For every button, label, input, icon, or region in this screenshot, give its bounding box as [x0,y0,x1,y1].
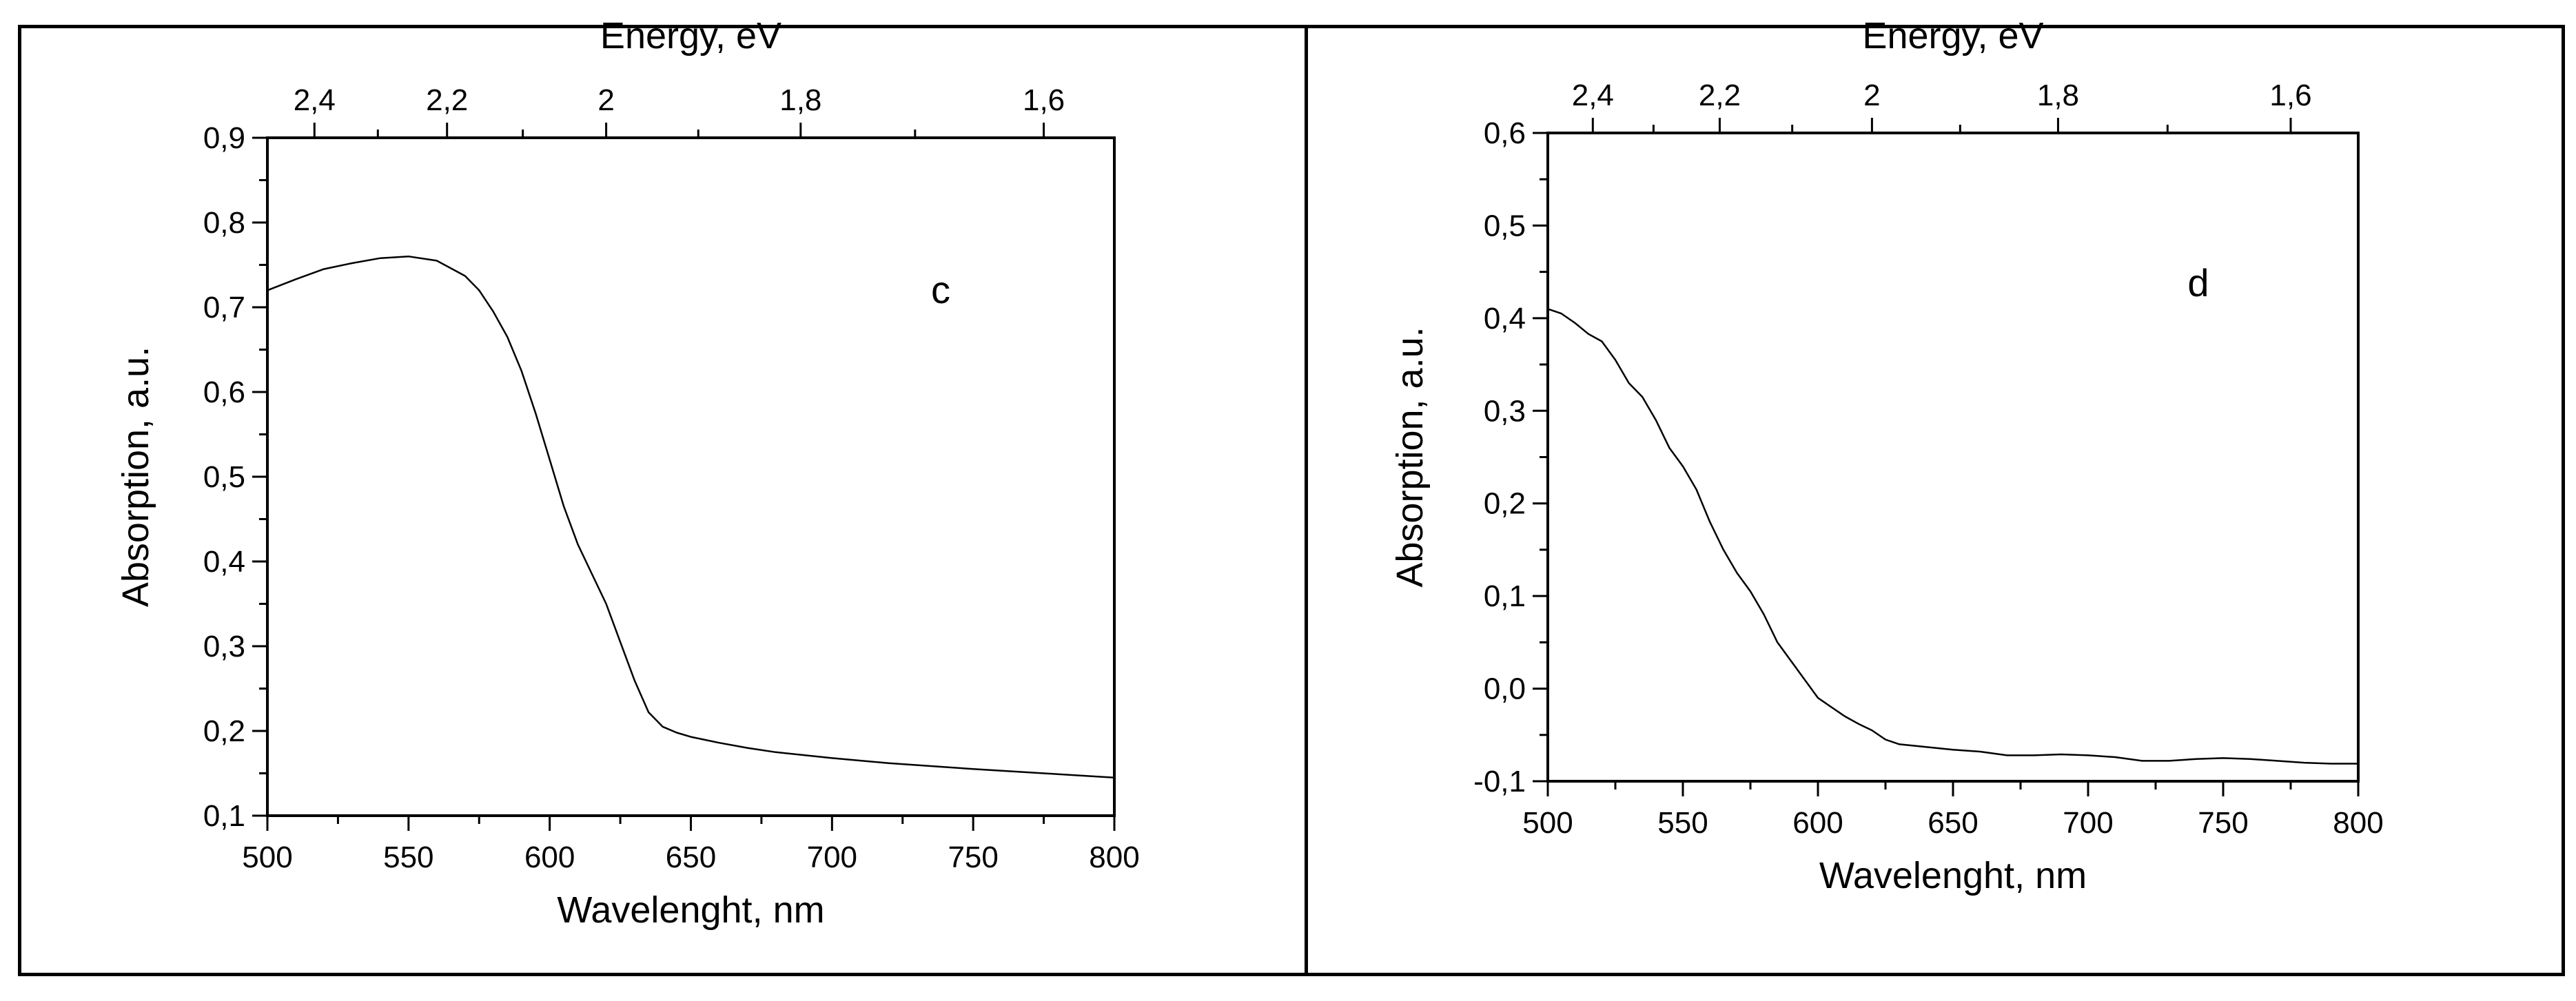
x-axis-title: Wavelenght, nm [1819,855,2087,896]
figure-frame [18,25,2565,976]
panel-divider [1305,25,1308,976]
y-tick-label: 0,1 [203,799,245,833]
series-line [267,255,1115,778]
y-tick-label: 0,7 [203,291,245,324]
top-axis-title: Energy, eV [600,15,781,56]
x-tick-label: 650 [666,840,716,874]
x-tick-label: 700 [807,840,857,874]
plot-area [1546,132,2360,783]
x-tick-label: 500 [1522,806,1573,840]
series-line [1547,308,2358,765]
y-axis-title: Absorption, a.u. [115,347,156,607]
x-tick-label: 700 [2063,806,2113,840]
x-tick-label: 500 [242,840,292,874]
y-tick-label: 0,6 [203,375,245,409]
y-tick-label: 0,4 [1484,302,1526,336]
y-tick-label: 0,1 [1484,579,1526,613]
plot-area [266,136,1116,817]
y-tick-label: 0,3 [1484,394,1526,428]
x-tick-label: 600 [524,840,575,874]
panel-label: d [2187,261,2209,305]
top-tick-label: 2 [597,83,614,117]
x-tick-label: 550 [1657,806,1708,840]
x-tick-label: 800 [2333,806,2383,840]
y-tick-label: 0,0 [1484,672,1526,706]
x-tick-label: 750 [948,840,998,874]
top-tick-label: 2,4 [294,83,336,117]
top-tick-label: 1,8 [2037,79,2079,112]
y-tick-label: 0,2 [203,714,245,748]
top-tick-label: 1,8 [779,83,821,117]
y-tick-label: 0,5 [1484,209,1526,242]
y-tick-label: 0,9 [203,121,245,155]
y-tick-label: 0,4 [203,545,245,579]
chart-panel-c: 500 550 600 650 700 750 800 0,1 0,2 0,3 0,4 0,5 0,6 0… [115,15,1140,931]
top-tick-label: 2,2 [426,83,468,117]
y-tick-label: 0,2 [1484,487,1526,521]
x-tick-label: 800 [1089,840,1139,874]
y-tick-label: 0,8 [203,206,245,240]
chart-panel-d: 500 550 600 650 700 750 800 -0,1 0,0 0,1 0,2 0,3 0,4… [1389,15,2384,896]
x-tick-label: 650 [1928,806,1978,840]
x-tick-label: 600 [1792,806,1843,840]
y-tick-label: 0,5 [203,460,245,494]
x-tick-label: 750 [2198,806,2248,840]
top-tick-label: 2,2 [1699,79,1741,112]
y-axis-title: Absorption, a.u. [1389,327,1431,587]
y-tick-label: -0,1 [1473,765,1526,798]
panel-label: c [931,268,950,311]
x-axis-title: Wavelenght, nm [557,889,824,931]
top-tick-label: 2,4 [1572,79,1614,112]
y-tick-label: 0,6 [1484,116,1526,150]
y-tick-label: 0,3 [203,630,245,663]
x-tick-label: 550 [383,840,433,874]
top-tick-label: 1,6 [2269,79,2311,112]
top-tick-label: 1,6 [1023,83,1065,117]
top-tick-label: 2 [1863,79,1880,112]
top-axis-title: Energy, eV [1862,15,2043,56]
